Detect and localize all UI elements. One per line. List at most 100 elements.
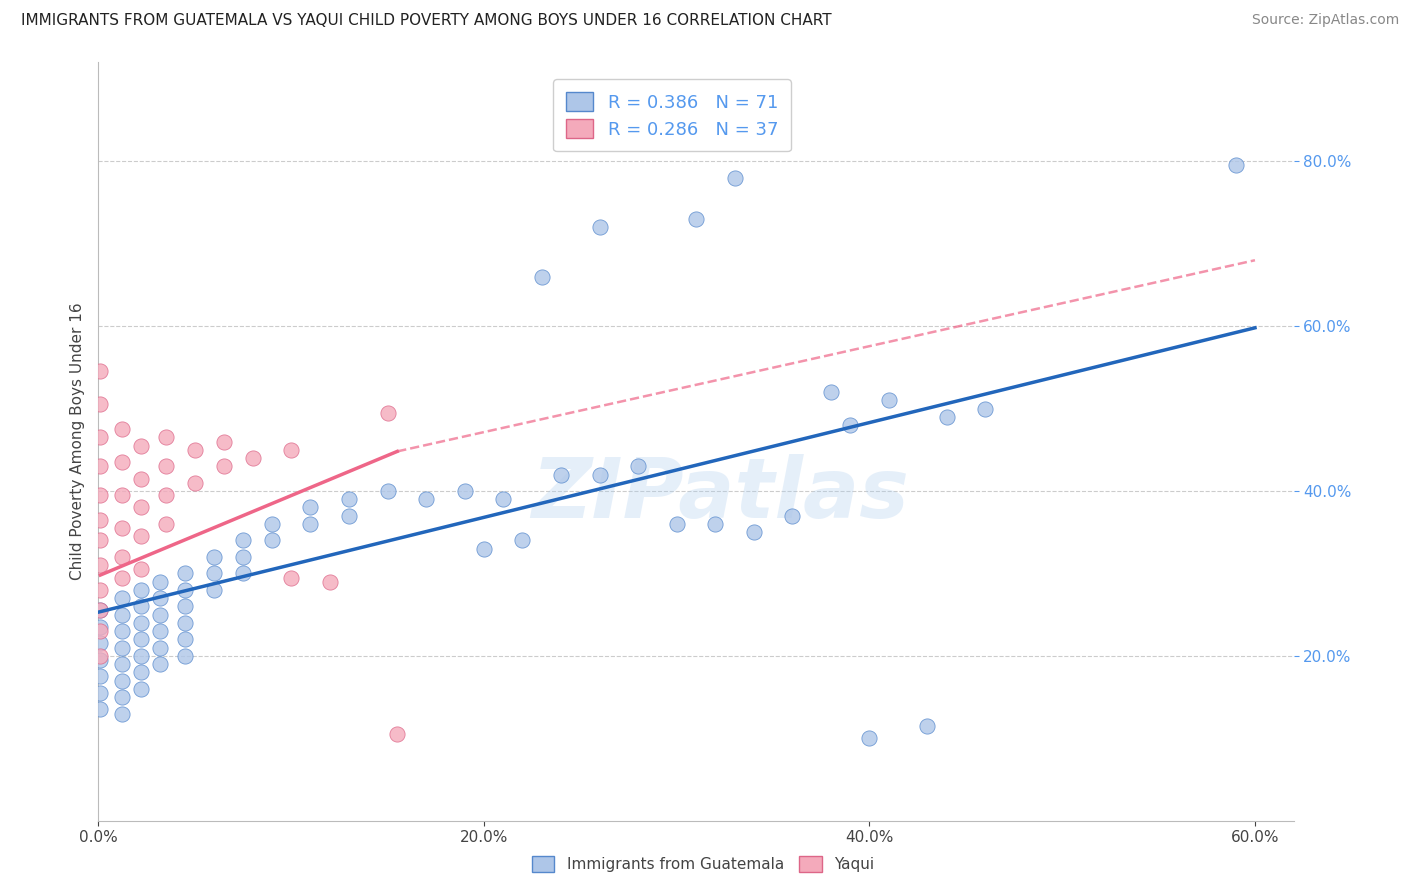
Point <box>385 727 409 741</box>
Point <box>129 472 152 486</box>
Point <box>110 422 132 436</box>
Point <box>550 467 572 482</box>
Point <box>149 607 172 622</box>
Y-axis label: Child Poverty Among Boys Under 16: Child Poverty Among Boys Under 16 <box>69 302 84 581</box>
Point <box>212 434 235 449</box>
Point <box>232 533 254 548</box>
Point <box>319 574 342 589</box>
Point <box>89 636 111 650</box>
Point <box>129 582 152 597</box>
Point <box>110 624 132 639</box>
Point <box>110 591 132 606</box>
Text: ZIPatlas: ZIPatlas <box>531 454 908 535</box>
Point <box>89 533 111 548</box>
Point <box>89 488 111 502</box>
Point <box>155 488 177 502</box>
Point <box>89 686 111 700</box>
Point <box>174 648 197 663</box>
Point <box>202 566 225 581</box>
Point <box>89 624 111 639</box>
Point <box>530 269 553 284</box>
Point <box>212 459 235 474</box>
Point <box>155 459 177 474</box>
Point <box>588 220 610 235</box>
Point <box>89 603 111 617</box>
Point <box>89 669 111 683</box>
Point <box>89 702 111 716</box>
Point <box>232 549 254 564</box>
Point <box>89 620 111 634</box>
Point <box>110 690 132 704</box>
Point <box>820 385 842 400</box>
Point <box>155 516 177 531</box>
Point <box>89 653 111 667</box>
Text: Source: ZipAtlas.com: Source: ZipAtlas.com <box>1251 13 1399 28</box>
Point <box>877 393 900 408</box>
Legend: R = 0.386   N = 71, R = 0.286   N = 37: R = 0.386 N = 71, R = 0.286 N = 37 <box>554 79 790 152</box>
Point <box>280 570 302 584</box>
Point <box>89 558 111 573</box>
Point <box>377 483 399 498</box>
Point <box>110 455 132 469</box>
Point <box>974 401 997 416</box>
Point <box>242 450 264 465</box>
Point <box>155 430 177 444</box>
Point <box>232 566 254 581</box>
Point <box>129 681 152 696</box>
Point <box>174 632 197 647</box>
Point <box>685 212 707 227</box>
Point <box>129 439 152 453</box>
Point <box>129 599 152 614</box>
Point <box>110 521 132 535</box>
Point <box>89 397 111 411</box>
Point <box>110 706 132 721</box>
Point <box>174 599 197 614</box>
Point <box>337 508 360 523</box>
Point <box>110 570 132 584</box>
Point <box>337 492 360 507</box>
Point <box>129 648 152 663</box>
Point <box>129 632 152 647</box>
Point <box>110 657 132 671</box>
Legend: Immigrants from Guatemala, Yaqui: Immigrants from Guatemala, Yaqui <box>524 848 882 880</box>
Point <box>299 500 322 515</box>
Point <box>839 418 862 433</box>
Point <box>742 525 765 540</box>
Point <box>110 549 132 564</box>
Point <box>110 488 132 502</box>
Point <box>280 442 302 457</box>
Point <box>149 640 172 655</box>
Point <box>129 500 152 515</box>
Point <box>89 430 111 444</box>
Point <box>129 529 152 543</box>
Point <box>627 459 650 474</box>
Point <box>935 409 957 424</box>
Point <box>184 442 207 457</box>
Point <box>704 516 727 531</box>
Text: IMMIGRANTS FROM GUATEMALA VS YAQUI CHILD POVERTY AMONG BOYS UNDER 16 CORRELATION: IMMIGRANTS FROM GUATEMALA VS YAQUI CHILD… <box>21 13 832 29</box>
Point <box>110 673 132 688</box>
Point <box>453 483 475 498</box>
Point <box>260 516 283 531</box>
Point <box>260 533 283 548</box>
Point <box>492 492 515 507</box>
Point <box>129 665 152 680</box>
Point <box>110 607 132 622</box>
Point <box>917 719 939 733</box>
Point <box>377 406 399 420</box>
Point <box>782 508 804 523</box>
Point <box>149 624 172 639</box>
Point <box>299 516 322 531</box>
Point <box>149 574 172 589</box>
Point <box>184 475 207 490</box>
Point <box>202 582 225 597</box>
Point <box>149 591 172 606</box>
Point <box>512 533 534 548</box>
Point <box>89 459 111 474</box>
Point <box>89 364 111 378</box>
Point <box>723 170 745 185</box>
Point <box>89 513 111 527</box>
Point <box>89 582 111 597</box>
Point <box>858 731 880 746</box>
Point <box>202 549 225 564</box>
